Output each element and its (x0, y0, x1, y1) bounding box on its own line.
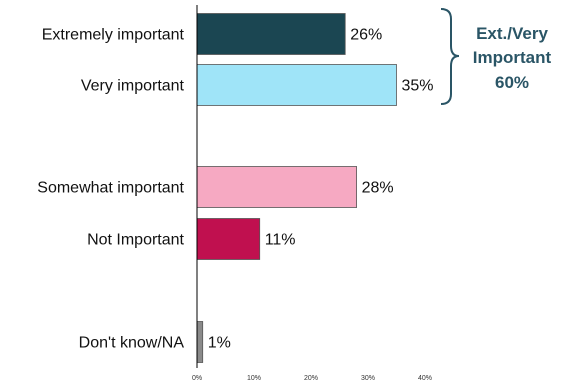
annotation-line-3: 60% (495, 73, 529, 92)
x-axis-ticks: 0% 10% 20% 30% 40% (192, 375, 432, 382)
category-labels: Extremely important Very important Somewha… (37, 27, 184, 352)
annotation-bracket (440, 8, 460, 105)
bar-don-t-know-na (196, 321, 204, 363)
value-label-extremely-important: 26% (350, 27, 382, 44)
x-tick-label-30: 30% (361, 375, 375, 382)
annotation-line-2: Important (473, 48, 552, 67)
category-label-very-important: Very important (81, 78, 185, 95)
x-tick-label-40: 40% (418, 375, 432, 382)
value-label-somewhat-important: 28% (362, 180, 394, 197)
x-tick-label-10: 10% (247, 375, 261, 382)
category-label-don-t-know-na: Don't know/NA (79, 335, 185, 352)
bar-very-important (196, 64, 397, 106)
annotation-line-1: Ext./Very (476, 24, 548, 43)
category-label-not-important: Not Important (87, 232, 184, 249)
value-labels: 26% 35% 28% 11% 1% (208, 27, 434, 352)
bar-extremely-important (196, 13, 346, 55)
value-label-not-important: 11% (265, 232, 296, 249)
value-label-very-important: 35% (402, 78, 434, 95)
category-label-somewhat-important: Somewhat important (37, 180, 184, 197)
x-tick-label-0: 0% (192, 375, 202, 382)
category-label-extremely-important: Extremely important (42, 27, 185, 44)
x-tick-label-20: 20% (304, 375, 318, 382)
bar-somewhat-important (196, 166, 358, 208)
bars-group (196, 13, 397, 363)
value-label-don-t-know-na: 1% (208, 335, 231, 352)
bar-not-important (196, 218, 261, 260)
